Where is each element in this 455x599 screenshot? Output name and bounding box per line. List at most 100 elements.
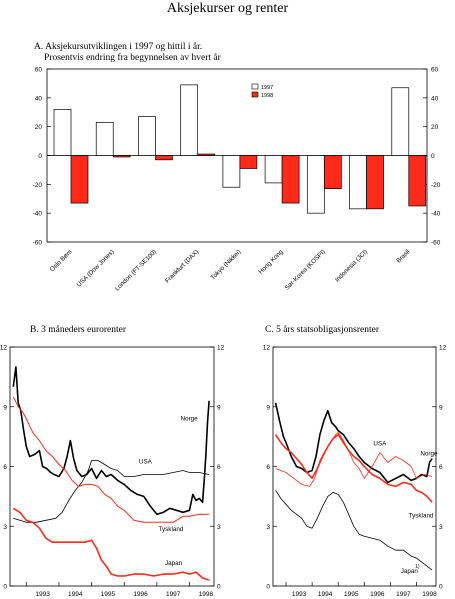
x-tick-label: 1997 — [166, 591, 181, 598]
panel-a-heading: A. Aksjekursutviklingen i 1997 og hittil… — [34, 42, 203, 52]
x-tick-label: 1994 — [68, 591, 83, 598]
x-tick-label: 1998 — [422, 591, 437, 598]
panel-b-heading: B. 3 måneders eurorenter — [30, 325, 127, 335]
bar-1998-usa-dow-jones — [112, 155, 131, 158]
page-title: Aksjekurser og renter — [166, 1, 289, 16]
x-category-label: Tokyo (Nikkei) — [210, 248, 243, 281]
panel-a-subheading: Prosentvis endring fra begynnelsen av hv… — [44, 53, 221, 63]
bar-1998-brasil — [408, 155, 427, 207]
y-tick-label-left: -20 — [33, 182, 43, 189]
y-tick-label-right: 12 — [217, 345, 225, 352]
bar-1998-s-r-korea-kospi — [323, 155, 342, 190]
y-tick-label-left: 6 — [3, 464, 7, 471]
series-line-japan — [12, 507, 210, 581]
y-tick-label-right: -20 — [431, 182, 441, 189]
bar-1997-brasil — [391, 87, 410, 156]
x-tick-label: 1998 — [199, 591, 214, 598]
bar-1997-hong-kong — [264, 155, 283, 184]
y-tick-label-right: 60 — [431, 67, 439, 74]
panel-c-heading: C. 5 års statsobligasjonsrenter — [265, 325, 379, 335]
line-chart-b: 0 0 3 3 6 6 9 9 12 12 1993 1994 1995 1996 1997 1998 Norg… — [0, 345, 225, 599]
bar-chart-a: -60 -60 -40 -40 -20 -20 0 0 20 20 40 40 60 60 Oslo Bør… — [33, 67, 441, 293]
series-label-norge: Norge — [420, 451, 438, 458]
y-tick-label-right: 0 — [431, 153, 435, 160]
y-tick-label-right: 6 — [439, 464, 443, 471]
series-label-tyskland: Tyskland — [409, 512, 434, 519]
x-category-label: Brasil — [395, 248, 411, 264]
x-category-label: London (FT-SE100) — [114, 248, 158, 292]
series-line-usa — [13, 460, 210, 523]
y-tick-label-right: 12 — [439, 345, 447, 352]
x-category-label: USA (Dow Jones) — [76, 248, 116, 288]
bar-1997-usa-dow-jones — [95, 121, 114, 156]
series-line-norge — [12, 366, 210, 516]
bar-1997-s-r-korea-kospi — [306, 155, 325, 214]
y-tick-label-right: 0 — [439, 584, 443, 591]
x-category-label: Hong Kong — [257, 248, 285, 276]
x-tick-label: 1996 — [370, 591, 385, 598]
y-tick-label-left: -60 — [33, 240, 43, 247]
y-tick-label-right: 20 — [431, 124, 439, 131]
series-label-japan: Japan — [401, 568, 419, 575]
bar-1998-indonesia-jci — [366, 155, 384, 210]
x-category-label: Indonesia (JCI) — [334, 248, 369, 283]
y-tick-label-left: 3 — [3, 524, 7, 531]
y-tick-label-right: 9 — [439, 404, 443, 411]
series-line-tyskland — [12, 396, 210, 523]
y-tick-label-right: 9 — [217, 404, 221, 411]
y-tick-label-left: 20 — [35, 124, 43, 131]
y-tick-label-right: -60 — [431, 240, 441, 247]
y-tick-label-right: 0 — [217, 584, 221, 591]
x-tick-label: 1995 — [101, 591, 116, 598]
legend-swatch-1998 — [251, 91, 259, 98]
bar-1998-london-ft-se100 — [155, 155, 173, 161]
series-line-japan — [275, 490, 433, 571]
series-label-norge: Norge — [181, 416, 199, 423]
footnote-marker: 1) — [415, 564, 420, 570]
bar-1998-tokyo-nikkei — [239, 155, 258, 169]
series-label-usa: USA — [373, 441, 387, 448]
y-tick-label-right: 3 — [439, 524, 443, 531]
bar-1997-oslo-b-rs — [53, 109, 72, 156]
y-tick-label-left: 60 — [35, 67, 43, 74]
y-tick-label-right: -40 — [431, 211, 441, 218]
line-chart-c: 0 0 3 3 6 6 9 9 12 12 1993 1994 1995 1996 1997 1998 Norg… — [263, 345, 447, 599]
y-tick-label-left: 12 — [263, 345, 271, 352]
bar-1998-frankfurt-dax — [197, 153, 216, 156]
y-tick-label-left: 40 — [35, 95, 43, 102]
y-tick-label-left: 0 — [38, 153, 42, 160]
y-tick-label-right: 6 — [217, 464, 221, 471]
x-tick-label: 1993 — [292, 591, 307, 598]
x-tick-label: 1997 — [396, 591, 411, 598]
bar-1997-london-ft-se100 — [138, 116, 156, 156]
plot-frame — [9, 346, 215, 587]
x-tick-label: 1996 — [133, 591, 148, 598]
y-tick-label-left: 0 — [266, 584, 270, 591]
y-tick-label-left: 0 — [3, 584, 7, 591]
series-label-usa: USA — [139, 459, 153, 466]
y-tick-label-left: 9 — [3, 404, 7, 411]
bar-1997-tokyo-nikkei — [222, 155, 241, 188]
bar-1998-hong-kong — [281, 155, 300, 204]
series-line-norge — [274, 402, 433, 484]
y-tick-label-left: 3 — [266, 524, 270, 531]
bar-1997-indonesia-jci — [349, 155, 367, 210]
series-label-japan: Japan — [165, 560, 183, 567]
x-tick-label: 1993 — [35, 591, 50, 598]
bar-1997-frankfurt-dax — [180, 84, 199, 156]
y-tick-label-left: 12 — [0, 345, 7, 352]
bar-1998-oslo-b-rs — [70, 155, 89, 204]
y-tick-label-left: 9 — [266, 404, 270, 411]
series-label-tyskland: Tyskland — [159, 526, 184, 533]
y-tick-label-left: -40 — [33, 211, 43, 218]
series-line-tyskland — [274, 433, 433, 503]
legend-swatch-1997 — [251, 83, 259, 90]
y-tick-label-left: 6 — [266, 464, 270, 471]
x-tick-label: 1995 — [344, 591, 359, 598]
x-category-label: Sør-Korea (KOSPI) — [284, 248, 327, 291]
legend-label-1998: 1998 — [261, 93, 273, 99]
x-tick-label: 1994 — [318, 591, 333, 598]
legend-label-1997: 1997 — [261, 85, 273, 91]
x-category-label: Oslo Børs — [49, 248, 74, 273]
